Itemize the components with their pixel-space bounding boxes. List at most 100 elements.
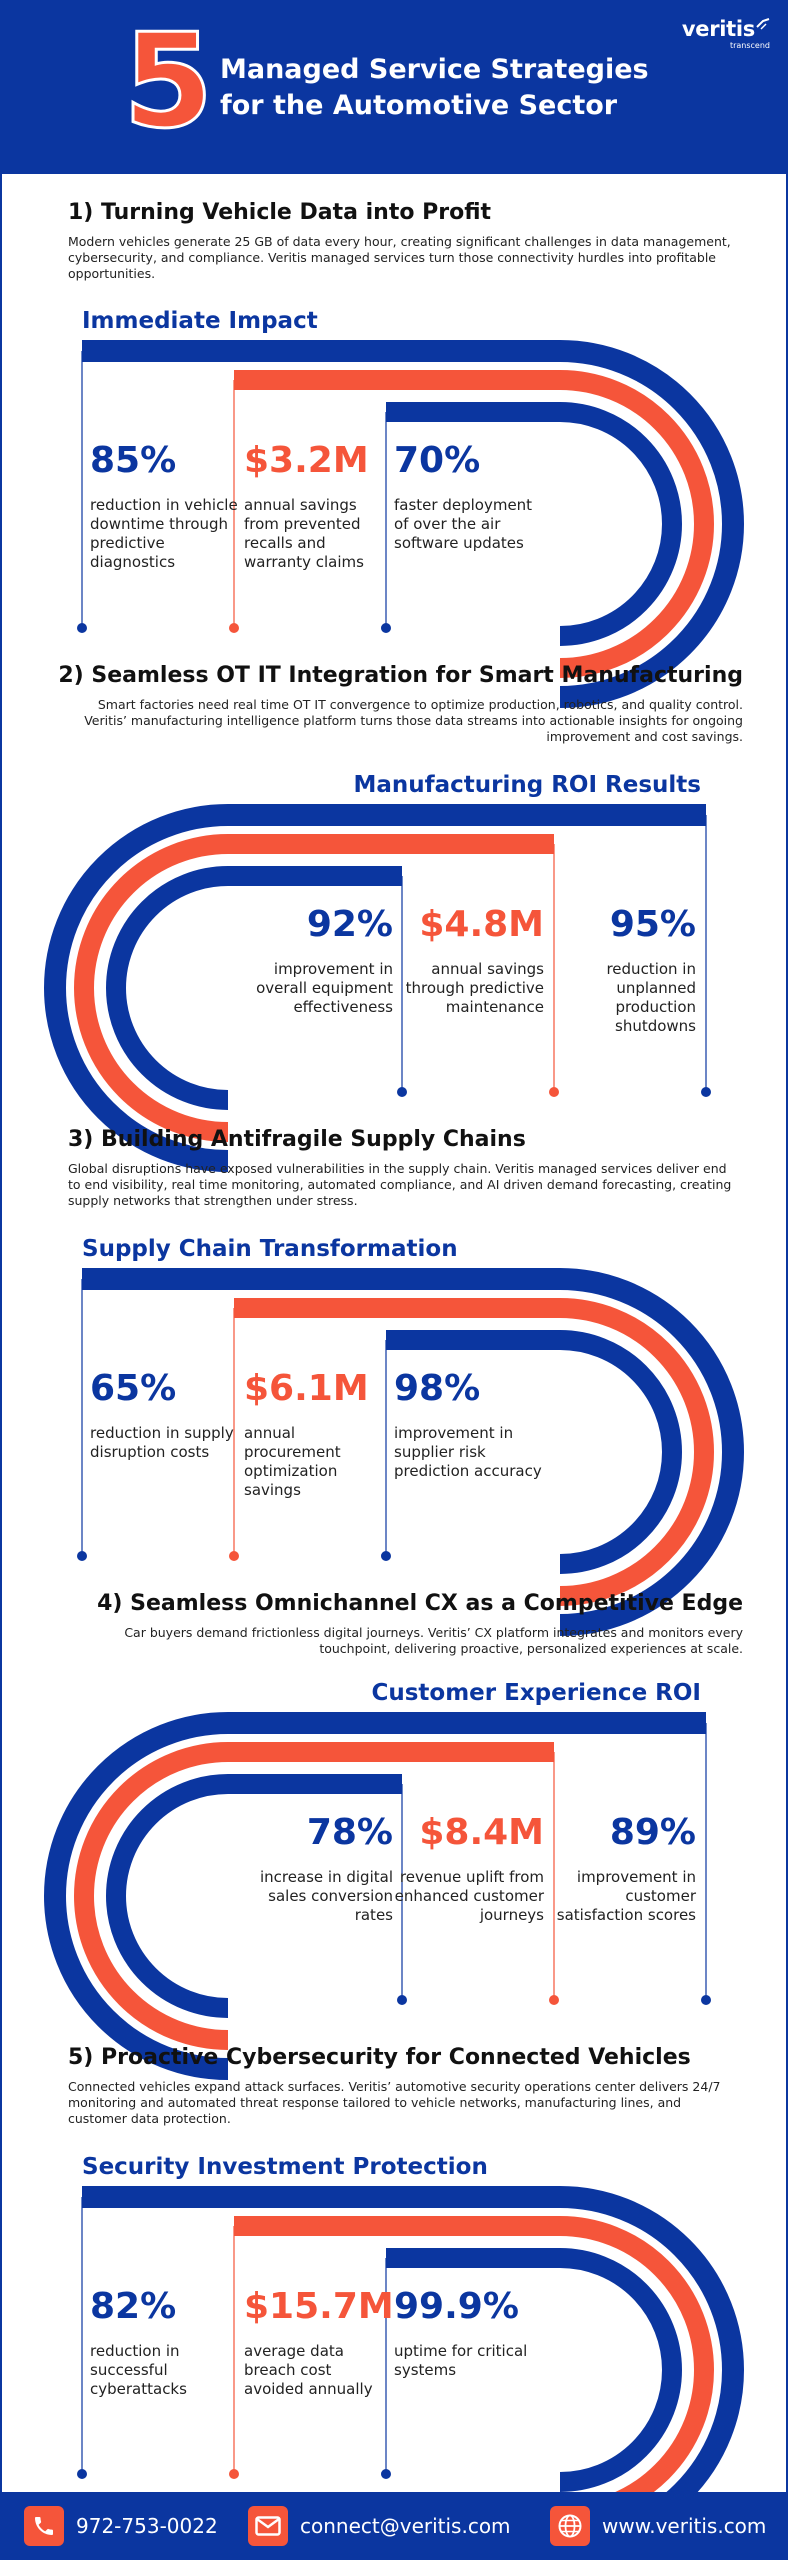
section-1-description: Modern vehicles generate 25 GB of data e…: [68, 234, 731, 281]
right-border: [786, 174, 788, 2492]
section-4-arc-graphic: [44, 1712, 711, 2080]
arc-band-3: [386, 2248, 682, 2492]
arc-band-1: [44, 804, 706, 1172]
arc-dot-1: [77, 623, 87, 633]
arc-band-2: [234, 1298, 714, 1606]
section-1-stat-2: $3.2M annual savings from prevented reca…: [244, 440, 394, 572]
section-3-stat-2: $6.1M annual procurement optimization sa…: [244, 1368, 394, 1500]
left-border: [0, 174, 2, 2492]
section-5-stat-3: 99.9% uptime for critical systems: [394, 2286, 544, 2380]
section-5-description: Connected vehicles expand attack surface…: [68, 2079, 721, 2126]
section-2-description: Smart factories need real time OT IT con…: [84, 697, 743, 744]
arc-dot-1: [701, 1087, 711, 1097]
arc-band-2: [74, 1742, 554, 2050]
stat-value: 82%: [90, 2286, 177, 2327]
email-address: connect@veritis.com: [300, 2514, 511, 2538]
logo-name: veritis: [682, 18, 770, 40]
stat-value: 65%: [90, 1368, 177, 1409]
stat-value: $15.7M: [244, 2286, 394, 2327]
arc-band-2: [74, 834, 554, 1142]
arc-band-1: [82, 1268, 744, 1636]
stat-value: 95%: [609, 904, 696, 945]
stat-label: uptime for critical systems: [394, 2342, 528, 2379]
arc-dot-3: [381, 2469, 391, 2479]
stat-label: reduction in unplanned production shutdo…: [606, 960, 696, 1035]
arc-dot-3: [397, 1087, 407, 1097]
section-2-stat-2: $4.8M annual savings through predictive …: [394, 904, 544, 1017]
section-2-stat-3: 95% reduction in unplanned production sh…: [546, 904, 696, 1036]
arc-band-3: [106, 866, 402, 1110]
footer-website[interactable]: www.veritis.com: [550, 2506, 766, 2546]
arc-dot-2: [549, 1087, 559, 1097]
arc-dot-1: [77, 1551, 87, 1561]
arc-band-2: [234, 370, 714, 678]
stat-value: 92%: [306, 904, 393, 945]
section-1-title: 1) Turning Vehicle Data into Profit: [68, 200, 492, 225]
section-3-arc-graphic: [77, 1268, 744, 1636]
section-4-subtitle: Customer Experience ROI: [371, 1680, 701, 1706]
arc-dot-2: [229, 1551, 239, 1561]
logo-swoosh-icon: [756, 18, 770, 30]
stat-value: 99.9%: [394, 2286, 519, 2327]
arc-band-1: [44, 1712, 706, 2080]
section-5-subtitle: Security Investment Protection: [82, 2154, 488, 2180]
phone-number: 972-753-0022: [76, 2514, 218, 2538]
logo-tagline: transcend: [729, 41, 770, 50]
section-4-description: Car buyers demand frictionless digital j…: [124, 1625, 743, 1656]
stat-label: reduction in successful cyberattacks: [90, 2342, 187, 2398]
page-title: Managed Service Strategies for the Autom…: [220, 52, 649, 124]
stat-value: $8.4M: [419, 1812, 544, 1853]
stat-value: 89%: [609, 1812, 696, 1853]
section-3-subtitle: Supply Chain Transformation: [82, 1236, 458, 1262]
section-2-stat-1: 92% improvement in overall equipment eff…: [243, 904, 393, 1017]
footer: 972-753-0022 connect@veritis.com www.ver…: [0, 2492, 788, 2560]
arc-dot-2: [229, 2469, 239, 2479]
section-5-stat-1: 82% reduction in successful cyberattacks: [90, 2286, 240, 2399]
section-2-arc-graphic: [44, 804, 711, 1172]
stat-label: increase in digital sales conversion rat…: [259, 1868, 393, 1924]
arc-band-1: [82, 340, 744, 708]
stat-value: 85%: [90, 440, 177, 481]
stat-value: 78%: [306, 1812, 393, 1853]
stat-label: reduction in vehicle downtime through pr…: [90, 496, 238, 571]
arc-dot-3: [381, 623, 391, 633]
section-1-arc-graphic: [77, 340, 744, 708]
website-url: www.veritis.com: [602, 2514, 767, 2538]
arc-dot-2: [549, 1995, 559, 2005]
section-4-stat-3: 89% improvement in customer satisfaction…: [546, 1812, 696, 1925]
stat-label: reduction in supply disruption costs: [90, 1424, 234, 1461]
phone-icon: [24, 2506, 64, 2546]
footer-email[interactable]: connect@veritis.com: [248, 2506, 511, 2546]
arc-band-3: [106, 1774, 402, 2018]
section-3-description: Global disruptions have exposed vulnerab…: [68, 1161, 732, 1208]
arc-dot-1: [77, 2469, 87, 2479]
section-3-stat-1: 65% reduction in supply disruption costs: [90, 1368, 240, 1462]
veritis-logo[interactable]: veritis transcend: [682, 18, 770, 51]
section-1-subtitle: Immediate Impact: [82, 308, 318, 334]
stat-value: $3.2M: [244, 440, 369, 481]
stat-label: revenue uplift from enhanced customer jo…: [394, 1868, 544, 1924]
arc-dot-3: [381, 1551, 391, 1561]
section-2-subtitle: Manufacturing ROI Results: [353, 772, 701, 798]
section-2-title: 2) Seamless OT IT Integration for Smart …: [58, 663, 743, 688]
page-title-line2: for the Automotive Sector: [220, 90, 618, 121]
arc-dot-2: [229, 623, 239, 633]
stat-label: improvement in customer satisfaction sco…: [556, 1868, 696, 1924]
arc-dot-3: [397, 1995, 407, 2005]
section-1-stat-1: 85% reduction in vehicle downtime throug…: [90, 440, 240, 572]
stat-value: $4.8M: [419, 904, 544, 945]
arc-band-3: [386, 402, 682, 646]
section-4-title: 4) Seamless Omnichannel CX as a Competit…: [97, 1591, 743, 1616]
stat-label: average data breach cost avoided annuall…: [244, 2342, 373, 2398]
section-5-stat-2: $15.7M average data breach cost avoided …: [244, 2286, 394, 2399]
arc-dot-1: [701, 1995, 711, 2005]
section-3-title: 3) Building Antifragile Supply Chains: [68, 1127, 526, 1152]
envelope-icon: [248, 2506, 288, 2546]
stat-label: improvement in overall equipment effecti…: [256, 960, 393, 1016]
page-title-line1: Managed Service Strategies: [220, 54, 649, 85]
arc-band-3: [386, 1330, 682, 1574]
stat-label: annual savings through predictive mainte…: [405, 960, 544, 1016]
stat-label: annual savings from prevented recalls an…: [244, 496, 364, 571]
footer-phone[interactable]: 972-753-0022: [24, 2506, 218, 2546]
header-banner: 5 Managed Service Strategies for the Aut…: [0, 0, 788, 174]
